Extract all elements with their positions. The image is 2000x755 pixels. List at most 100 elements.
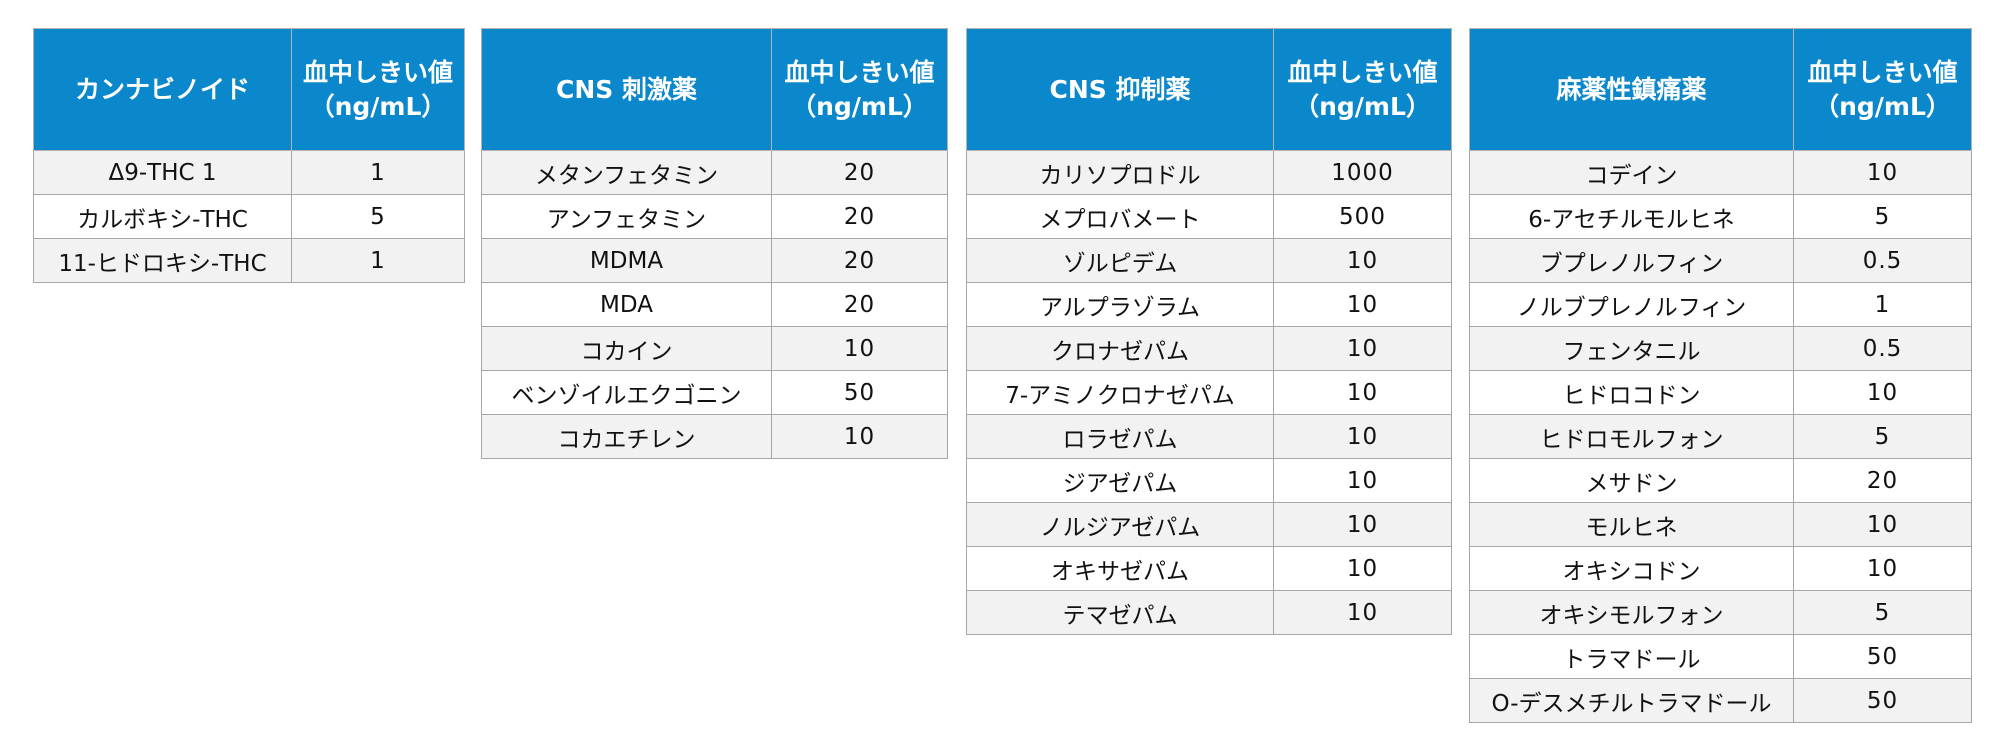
drug-name-cell: コデイン bbox=[1469, 150, 1794, 195]
table-row: コデイン 10 bbox=[1469, 150, 1972, 195]
threshold-value-cell: 5 bbox=[291, 194, 465, 239]
table-row: メタンフェタミン 20 bbox=[481, 150, 948, 195]
drug-name-cell: クロナゼパム bbox=[966, 326, 1274, 371]
table-row: アンフェタミン 20 bbox=[481, 194, 948, 239]
cns-depressants-table: CNS 抑制薬 血中しきい値 （ng/mL） カリソプロドル 1000 メプロバメー… bbox=[966, 28, 1452, 635]
table-row: ヒドロコドン 10 bbox=[1469, 370, 1972, 415]
threshold-header-line2: （ng/mL） bbox=[1814, 91, 1951, 121]
table-row: メプロバメート 500 bbox=[966, 194, 1452, 239]
drug-name-cell: メタンフェタミン bbox=[481, 150, 772, 195]
drug-name-cell: ヒドロモルフォン bbox=[1469, 414, 1794, 459]
threshold-value-cell: 10 bbox=[1273, 370, 1452, 415]
threshold-value-cell: 10 bbox=[1273, 458, 1452, 503]
drug-name-cell: カルボキシ-THC bbox=[33, 194, 292, 239]
table-row: 11-ヒドロキシ-THC 1 bbox=[33, 238, 465, 283]
threshold-header-line1: 血中しきい値 bbox=[1807, 57, 1958, 87]
table-row: トラマドール 50 bbox=[1469, 634, 1972, 679]
drug-name-cell: ブプレノルフィン bbox=[1469, 238, 1794, 283]
table-row: メサドン 20 bbox=[1469, 458, 1972, 503]
threshold-value-cell: 10 bbox=[1793, 370, 1972, 415]
drug-name-cell: オキシモルフォン bbox=[1469, 590, 1794, 635]
drug-name-cell: トラマドール bbox=[1469, 634, 1794, 679]
narcotic-analgesics-table: 麻薬性鎮痛薬 血中しきい値 （ng/mL） コデイン 10 6-アセチルモルヒネ 5 ブ… bbox=[1469, 28, 1972, 723]
drug-name-cell: カリソプロドル bbox=[966, 150, 1274, 195]
threshold-value-cell: 10 bbox=[1793, 150, 1972, 195]
table-row: オキシコドン 10 bbox=[1469, 546, 1972, 591]
cns-stimulants-table: CNS 刺激薬 血中しきい値 （ng/mL） メタンフェタミン 20 アンフェタミン… bbox=[481, 28, 948, 459]
threshold-header-line1: 血中しきい値 bbox=[302, 57, 453, 87]
drug-name-cell: MDA bbox=[481, 282, 772, 327]
table-row: コカエチレン 10 bbox=[481, 414, 948, 459]
drug-name-cell: Δ9-THC 1 bbox=[33, 150, 292, 195]
table-row: モルヒネ 10 bbox=[1469, 502, 1972, 547]
threshold-value-cell: 20 bbox=[771, 282, 948, 327]
threshold-header-line2: （ng/mL） bbox=[791, 91, 928, 121]
table-row: ロラゼパム 10 bbox=[966, 414, 1452, 459]
threshold-value-cell: 10 bbox=[1793, 502, 1972, 547]
threshold-value-cell: 5 bbox=[1793, 590, 1972, 635]
table-row: オキサゼパム 10 bbox=[966, 546, 1452, 591]
drug-name-cell: ヒドロコドン bbox=[1469, 370, 1794, 415]
drug-name-cell: ノルブプレノルフィン bbox=[1469, 282, 1794, 327]
threshold-value-cell: 20 bbox=[771, 238, 948, 283]
category-header: CNS 刺激薬 bbox=[481, 28, 772, 151]
table-row: MDMA 20 bbox=[481, 238, 948, 283]
table-row: コカイン 10 bbox=[481, 326, 948, 371]
drug-name-cell: フェンタニル bbox=[1469, 326, 1794, 371]
threshold-value-cell: 10 bbox=[771, 326, 948, 371]
table-header-row: カンナビノイド 血中しきい値 （ng/mL） bbox=[33, 28, 465, 151]
drug-name-cell: ノルジアゼパム bbox=[966, 502, 1274, 547]
drug-name-cell: オキシコドン bbox=[1469, 546, 1794, 591]
cannabinoids-table: カンナビノイド 血中しきい値 （ng/mL） Δ9-THC 1 1 カルボキシ-TH… bbox=[33, 28, 465, 283]
drug-name-cell: モルヒネ bbox=[1469, 502, 1794, 547]
drug-name-cell: アルプラゾラム bbox=[966, 282, 1274, 327]
threshold-value-cell: 1 bbox=[291, 238, 465, 283]
table-row: ジアゼパム 10 bbox=[966, 458, 1452, 503]
threshold-value-cell: 10 bbox=[1273, 546, 1452, 591]
threshold-header: 血中しきい値 （ng/mL） bbox=[1793, 28, 1972, 151]
threshold-header: 血中しきい値 （ng/mL） bbox=[1273, 28, 1452, 151]
table-row: ノルブプレノルフィン 1 bbox=[1469, 282, 1972, 327]
threshold-value-cell: 1000 bbox=[1273, 150, 1452, 195]
table-row: ヒドロモルフォン 5 bbox=[1469, 414, 1972, 459]
threshold-value-cell: 5 bbox=[1793, 414, 1972, 459]
drug-name-cell: 6-アセチルモルヒネ bbox=[1469, 194, 1794, 239]
threshold-header-line1: 血中しきい値 bbox=[784, 57, 935, 87]
table-row: オキシモルフォン 5 bbox=[1469, 590, 1972, 635]
threshold-value-cell: 20 bbox=[771, 194, 948, 239]
table-row: 6-アセチルモルヒネ 5 bbox=[1469, 194, 1972, 239]
threshold-value-cell: 50 bbox=[771, 370, 948, 415]
table-row: O-デスメチルトラマドール 50 bbox=[1469, 678, 1972, 723]
threshold-value-cell: 20 bbox=[1793, 458, 1972, 503]
threshold-value-cell: 50 bbox=[1793, 678, 1972, 723]
threshold-value-cell: 10 bbox=[1273, 590, 1452, 635]
threshold-value-cell: 10 bbox=[771, 414, 948, 459]
threshold-value-cell: 0.5 bbox=[1793, 238, 1972, 283]
category-header: カンナビノイド bbox=[33, 28, 292, 151]
table-row: ベンゾイルエクゴニン 50 bbox=[481, 370, 948, 415]
threshold-value-cell: 50 bbox=[1793, 634, 1972, 679]
drug-name-cell: オキサゼパム bbox=[966, 546, 1274, 591]
drug-name-cell: ジアゼパム bbox=[966, 458, 1274, 503]
drug-name-cell: コカイン bbox=[481, 326, 772, 371]
table-row: ノルジアゼパム 10 bbox=[966, 502, 1452, 547]
drug-name-cell: アンフェタミン bbox=[481, 194, 772, 239]
threshold-header-line2: （ng/mL） bbox=[309, 91, 447, 121]
table-row: ゾルピデム 10 bbox=[966, 238, 1452, 283]
threshold-value-cell: 10 bbox=[1273, 238, 1452, 283]
drug-name-cell: コカエチレン bbox=[481, 414, 772, 459]
threshold-value-cell: 1 bbox=[291, 150, 465, 195]
table-row: ブプレノルフィン 0.5 bbox=[1469, 238, 1972, 283]
threshold-value-cell: 10 bbox=[1273, 414, 1452, 459]
drug-name-cell: メサドン bbox=[1469, 458, 1794, 503]
drug-name-cell: O-デスメチルトラマドール bbox=[1469, 678, 1794, 723]
drug-name-cell: 7-アミノクロナゼパム bbox=[966, 370, 1274, 415]
threshold-value-cell: 20 bbox=[771, 150, 948, 195]
table-header-row: CNS 抑制薬 血中しきい値 （ng/mL） bbox=[966, 28, 1452, 151]
threshold-value-cell: 10 bbox=[1273, 326, 1452, 371]
table-row: アルプラゾラム 10 bbox=[966, 282, 1452, 327]
threshold-header-line1: 血中しきい値 bbox=[1287, 57, 1438, 87]
drug-name-cell: 11-ヒドロキシ-THC bbox=[33, 238, 292, 283]
table-row: テマゼパム 10 bbox=[966, 590, 1452, 635]
